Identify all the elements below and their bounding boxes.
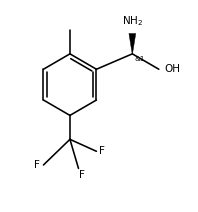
Text: F: F	[79, 170, 85, 180]
Text: &1: &1	[134, 56, 144, 62]
Text: NH$_2$: NH$_2$	[122, 14, 143, 28]
Text: F: F	[99, 146, 105, 156]
Polygon shape	[129, 33, 136, 54]
Text: F: F	[34, 160, 40, 170]
Text: OH: OH	[164, 64, 180, 74]
